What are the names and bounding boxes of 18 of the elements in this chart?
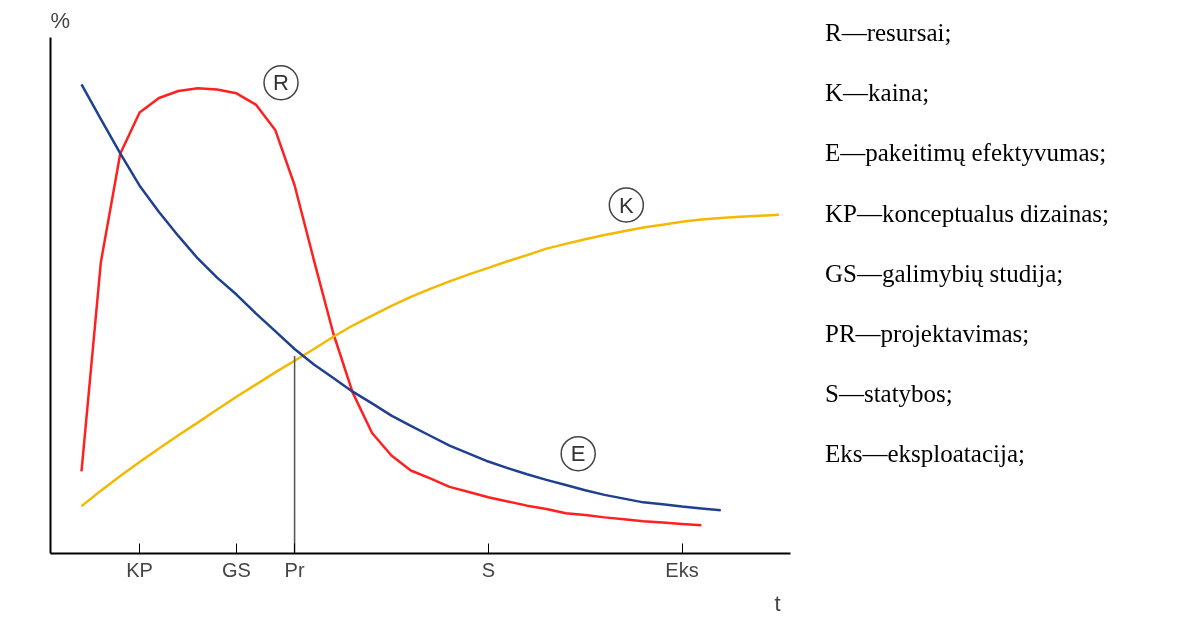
- x-axis-title: t: [774, 590, 781, 616]
- text: E—pakeitimų efektyvumas;: [825, 138, 1108, 169]
- x-tick-label: KP: [126, 558, 153, 581]
- text: S—statybos;: [825, 379, 954, 410]
- x-tick-label: GS: [222, 558, 251, 581]
- text: GS—galimybių studija;: [825, 258, 1065, 289]
- x-tick-label: Eks: [665, 558, 699, 581]
- x-tick-label: Pr: [284, 558, 305, 581]
- y-axis-title: %: [50, 7, 71, 33]
- text: R—resursai;: [825, 18, 953, 48]
- text: Eks—eksploatacija;: [825, 439, 1026, 470]
- text: KP—konceptualus dizainas;: [825, 198, 1109, 229]
- series-label: K: [618, 192, 634, 218]
- text: PR—projektavimas;: [825, 319, 1031, 349]
- series-label: E: [570, 441, 586, 467]
- x-tick-label: S: [481, 558, 495, 581]
- series-label: R: [273, 70, 289, 96]
- text: K—kaina;: [825, 78, 931, 109]
